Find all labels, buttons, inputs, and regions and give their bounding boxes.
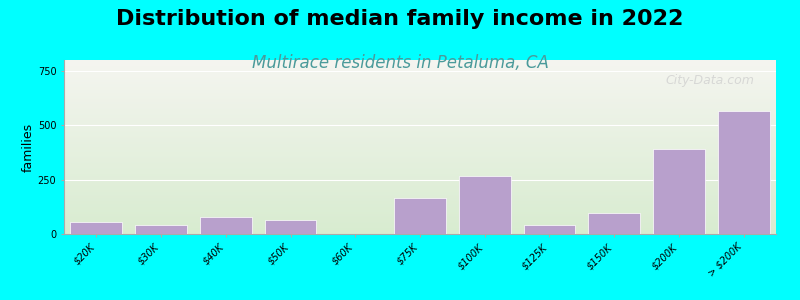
Text: City-Data.com: City-Data.com	[666, 74, 754, 87]
Bar	[718, 111, 770, 234]
Bar	[653, 149, 705, 234]
Bar	[523, 225, 575, 234]
Bar	[70, 222, 122, 234]
Text: Multirace residents in Petaluma, CA: Multirace residents in Petaluma, CA	[251, 54, 549, 72]
Y-axis label: families: families	[22, 122, 35, 172]
Bar	[265, 220, 317, 234]
Bar	[459, 176, 510, 234]
Bar	[200, 217, 252, 234]
Bar	[588, 213, 640, 234]
Bar	[135, 225, 187, 234]
Bar	[394, 198, 446, 234]
Text: Distribution of median family income in 2022: Distribution of median family income in …	[116, 9, 684, 29]
